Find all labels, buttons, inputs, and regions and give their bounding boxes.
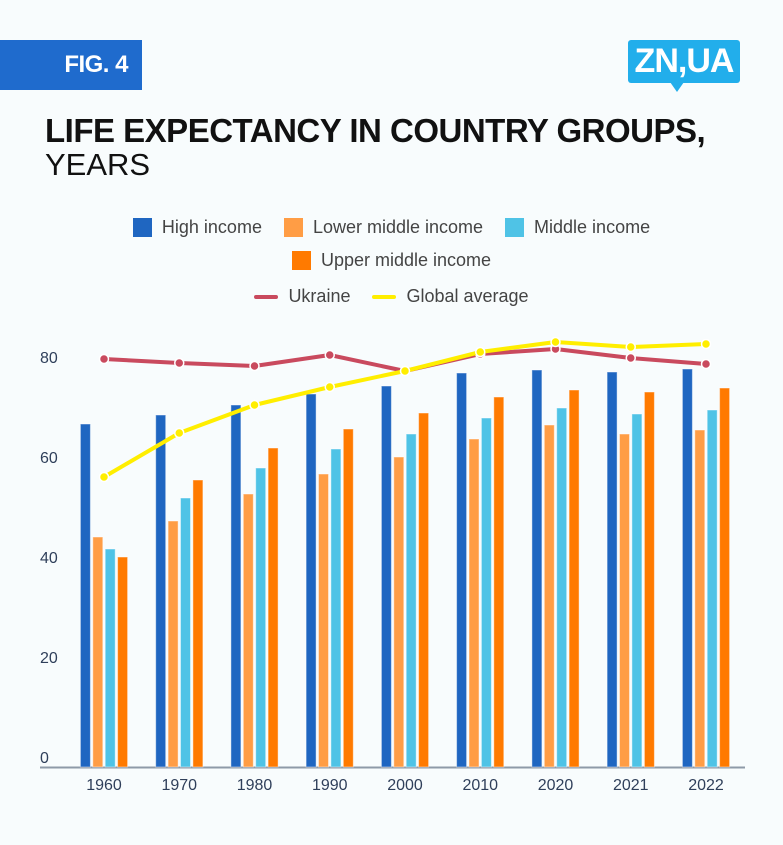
bar-middle-income: [330, 448, 342, 768]
bar-lower-middle-income: [694, 429, 706, 768]
x-tick-label: 2020: [538, 777, 574, 794]
legend-swatch-global-average: [372, 294, 397, 299]
point-global-average: [700, 338, 712, 350]
legend-swatch-upper-middle-income: [291, 251, 311, 270]
legend-row-1: High income Lower middle income Middle i…: [0, 217, 783, 238]
legend-item-lower-middle-income[interactable]: Lower middle income: [283, 217, 484, 238]
bar-middle-income: [180, 497, 191, 768]
legend-swatch-high-income: [132, 218, 152, 237]
logo-speech-tail-icon: [670, 82, 684, 92]
legend-item-high-income[interactable]: High income: [132, 217, 262, 238]
bar-middle-income: [104, 548, 116, 768]
bar-high-income: [305, 393, 317, 768]
bar-high-income: [681, 368, 693, 768]
x-tick-label: 2022: [688, 777, 724, 794]
bar-upper-middle-income: [117, 556, 129, 768]
bar-upper-middle-income: [418, 412, 430, 768]
bar-high-income: [380, 385, 392, 768]
legend-swatch-ukraine: [254, 294, 279, 299]
bar-high-income: [79, 423, 91, 768]
x-tick-label: 1990: [312, 777, 348, 794]
bar-upper-middle-income: [267, 447, 279, 768]
y-tick-label: 40: [40, 550, 58, 567]
bar-high-income: [230, 404, 242, 768]
point-global-average: [98, 471, 110, 483]
bar-upper-middle-income: [493, 396, 505, 768]
point-global-average: [550, 336, 561, 348]
point-ukraine: [174, 357, 185, 369]
point-global-average: [324, 381, 335, 393]
point-global-average: [625, 341, 636, 353]
point-ukraine: [98, 353, 110, 365]
zn-ua-logo[interactable]: ZN,UA: [628, 40, 740, 94]
bar-upper-middle-income: [719, 387, 731, 768]
bar-high-income: [456, 372, 468, 768]
bar-high-income: [531, 369, 543, 768]
bar-high-income: [155, 414, 167, 768]
point-ukraine: [249, 360, 260, 372]
point-global-average: [475, 346, 486, 358]
point-global-average: [399, 365, 411, 377]
bar-lower-middle-income: [92, 536, 104, 768]
point-ukraine: [700, 358, 712, 370]
legend-swatch-lower-middle-income: [283, 218, 303, 237]
bar-high-income: [606, 371, 618, 768]
bar-middle-income: [255, 467, 267, 768]
y-tick-label: 0: [40, 750, 49, 767]
bar-lower-middle-income: [242, 493, 254, 768]
point-global-average: [174, 427, 185, 439]
legend-item-global-average[interactable]: Global average: [372, 286, 529, 307]
y-tick-label: 60: [40, 450, 58, 467]
logo-text: ZN,UA: [628, 40, 740, 83]
chart-subtitle: YEARS: [45, 147, 151, 182]
y-tick-label: 20: [40, 650, 58, 667]
bar-upper-middle-income: [342, 428, 354, 768]
x-tick-label: 1970: [161, 777, 197, 794]
point-global-average: [249, 399, 260, 411]
legend-item-middle-income[interactable]: Middle income: [505, 217, 650, 238]
bar-middle-income: [556, 407, 568, 768]
bar-lower-middle-income: [543, 424, 555, 768]
legend-swatch-middle-income: [505, 218, 525, 237]
legend-label: Lower middle income: [312, 217, 484, 237]
bar-lower-middle-income: [318, 473, 329, 768]
bar-lower-middle-income: [468, 438, 480, 768]
y-tick-label: 80: [40, 350, 58, 367]
bar-lower-middle-income: [619, 433, 630, 768]
bar-middle-income: [631, 413, 643, 768]
point-ukraine: [324, 349, 335, 361]
x-tick-label: 1980: [237, 777, 273, 794]
legend-item-ukraine[interactable]: Ukraine: [254, 286, 350, 307]
legend-label: High income: [161, 217, 262, 237]
legend-label: Ukraine: [288, 286, 351, 306]
x-tick-label: 2000: [387, 777, 423, 794]
x-tick-label: 2021: [613, 777, 649, 794]
legend-label: Global average: [406, 286, 529, 306]
x-tick-label: 1960: [86, 777, 122, 794]
bar-middle-income: [405, 433, 417, 768]
bar-lower-middle-income: [393, 456, 405, 768]
bar-lower-middle-income: [167, 520, 179, 768]
figure-label: FIG. 4: [64, 51, 128, 78]
legend-label: Upper middle income: [320, 250, 492, 270]
legend-label: Middle income: [534, 217, 651, 237]
bar-upper-middle-income: [192, 479, 204, 768]
figure-badge: FIG. 4: [0, 40, 142, 90]
point-ukraine: [625, 352, 636, 364]
bar-middle-income: [706, 409, 718, 768]
bar-middle-income: [480, 417, 492, 768]
legend-row-2: Upper middle income: [0, 250, 783, 271]
x-tick-label: 2010: [462, 777, 498, 794]
chart-title: LIFE EXPECTANCY IN COUNTRY GROUPS,: [45, 112, 706, 149]
legend-row-3: Ukraine Global average: [0, 286, 783, 307]
bar-upper-middle-income: [568, 389, 580, 768]
bar-upper-middle-income: [643, 391, 655, 768]
legend-item-upper-middle-income[interactable]: Upper middle income: [291, 250, 492, 271]
